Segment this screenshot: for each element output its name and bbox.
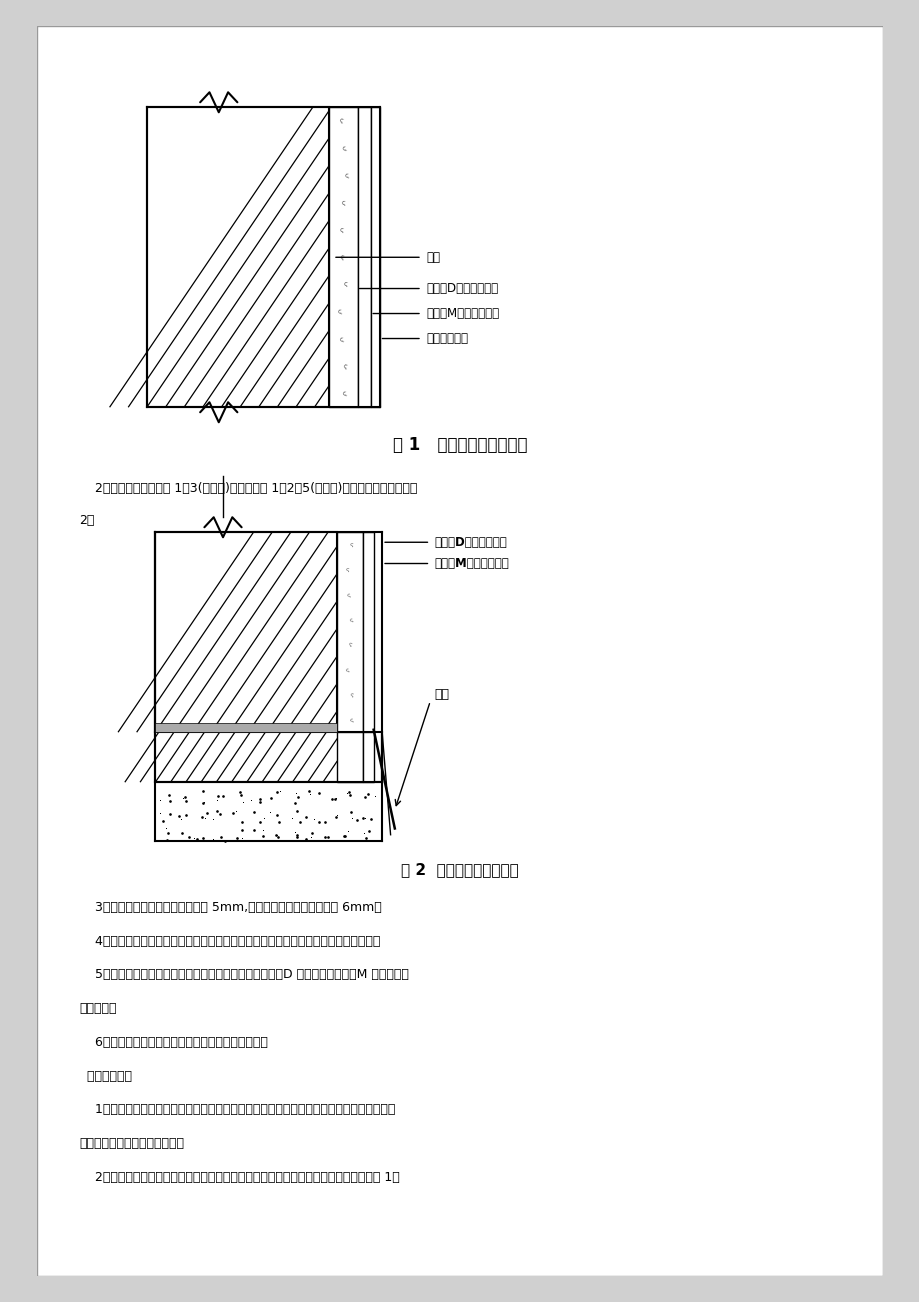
Text: 2。: 2。 (79, 513, 95, 526)
Text: 5、混凝土平顶抹灰层的构造层次，应依次为混凝土板、D 型石膏砂浆底层、M 型石膏面层: 5、混凝土平顶抹灰层的构造层次，应依次为混凝土板、D 型石膏砂浆底层、M 型石膏… (79, 969, 409, 982)
Text: 及饰面层。: 及饰面层。 (79, 1003, 117, 1016)
Text: ς: ς (349, 691, 354, 698)
Bar (147, 107, 328, 408)
Text: 4、石膏砂浆用于轻质砂加气等吸水强且易软化材质表面上时，应先作表面封闭处理。: 4、石膏砂浆用于轻质砂加气等吸水强且易软化材质表面上时，应先作表面封闭处理。 (79, 935, 380, 948)
Text: ς: ς (349, 542, 353, 547)
Bar (155, 533, 337, 732)
Text: 底层（D型石膏砂浆）: 底层（D型石膏砂浆） (434, 535, 506, 548)
Text: ς: ς (339, 254, 345, 260)
Text: ς: ς (341, 391, 346, 397)
Text: 墙体: 墙体 (425, 251, 439, 264)
Text: ς: ς (347, 642, 353, 647)
Text: 饰面（涂料）: 饰面（涂料） (425, 332, 468, 345)
Bar (337, 732, 362, 783)
Text: 2、墙体转角处，应用 1：3(重量比)石膏砂浆或 1：2．5(重量比)水泥砂浆作护角。见图: 2、墙体转角处，应用 1：3(重量比)石膏砂浆或 1：2．5(重量比)水泥砂浆作… (79, 482, 417, 495)
Text: ς: ς (344, 172, 349, 178)
Text: ς: ς (341, 199, 346, 206)
Text: 6、与石膏砂浆接触的金属铁件，均应做防锈处理。: 6、与石膏砂浆接触的金属铁件，均应做防锈处理。 (79, 1036, 267, 1049)
Text: 三、作业条件: 三、作业条件 (79, 1070, 132, 1083)
Text: 格验收后，方可进行抹灰工程。: 格验收后，方可进行抹灰工程。 (79, 1137, 184, 1150)
Text: ς: ς (345, 667, 350, 673)
Text: ς: ς (341, 145, 347, 152)
Text: 1、主体结构须经过有关部门监理单位，土建单位，施工单位三方共同进行墙、顶面检查合: 1、主体结构须经过有关部门监理单位，土建单位，施工单位三方共同进行墙、顶面检查合 (79, 1104, 395, 1117)
Text: ς: ς (338, 117, 344, 124)
Text: ς: ς (339, 227, 344, 233)
Text: ς: ς (343, 281, 347, 288)
Text: ς: ς (343, 363, 347, 370)
Bar (337, 533, 362, 732)
Text: 面层（M型石膏纯浆）: 面层（M型石膏纯浆） (425, 307, 499, 320)
Text: ς: ς (349, 617, 354, 622)
Bar (155, 732, 381, 783)
Text: 护角: 护角 (434, 689, 449, 702)
Bar (370, 107, 380, 408)
Bar (358, 107, 370, 408)
Text: ς: ς (346, 568, 349, 573)
Text: 2、检查门窗框及需要埋设的配电管、接线盒、管道套管是否固定牢固。连接缝隙应用 1：: 2、检查门窗框及需要埋设的配电管、接线盒、管道套管是否固定牢固。连接缝隙应用 1… (79, 1170, 400, 1184)
Text: ς: ς (339, 336, 345, 342)
Bar (328, 107, 358, 408)
Bar (362, 533, 373, 732)
Text: 面层（M型石膏纯浆）: 面层（M型石膏纯浆） (434, 557, 509, 570)
Bar (362, 732, 373, 783)
Text: ς: ς (346, 592, 351, 598)
Text: 3、石膏砂浆抹灰层厚度不应小于 5mm,但每抹一层厚度一般不大于 6mm。: 3、石膏砂浆抹灰层厚度不应小于 5mm,但每抹一层厚度一般不大于 6mm。 (79, 901, 381, 914)
Text: 图 1   墙面抹灰层构造层次: 图 1 墙面抹灰层构造层次 (392, 436, 527, 454)
Text: 底层（D型石膏砂浆）: 底层（D型石膏砂浆） (425, 283, 498, 296)
Text: 图 2  墙体阳角护角示意图: 图 2 墙体阳角护角示意图 (401, 862, 518, 878)
Text: ς: ς (337, 309, 343, 315)
Bar (155, 724, 337, 732)
Text: ς: ς (349, 717, 354, 723)
